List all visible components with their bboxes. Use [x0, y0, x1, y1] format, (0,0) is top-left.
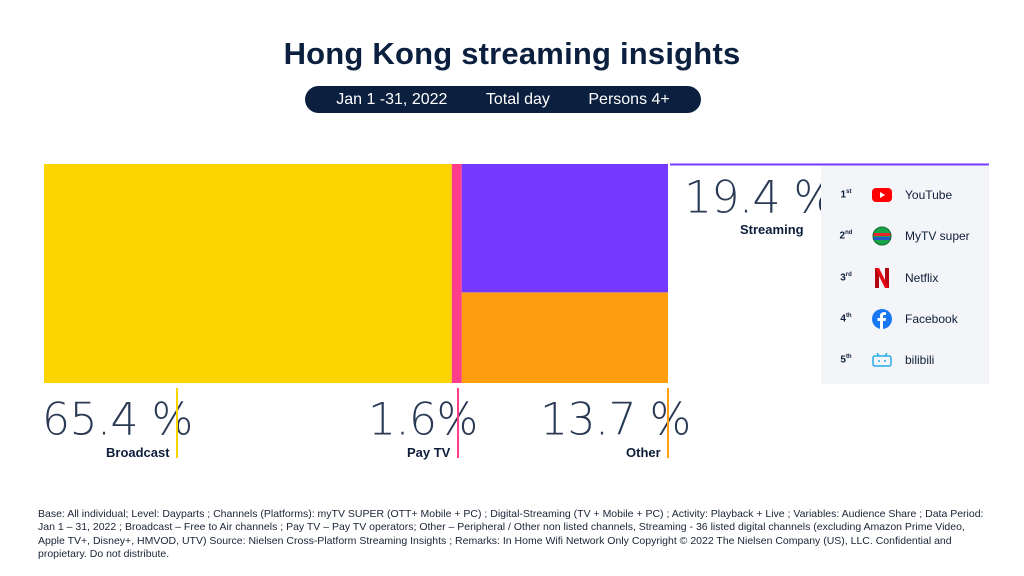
footnote: Base: All individual; Level: Dayparts ; …: [38, 508, 984, 560]
rank-name: YouTube: [905, 188, 953, 202]
bar-streaming: [461, 164, 668, 293]
segment-label-paytv: Pay TV: [407, 445, 451, 460]
facebook-icon: [871, 308, 893, 330]
divider-other: [667, 388, 669, 458]
bar-broadcast: [44, 164, 452, 383]
rank-name: MyTV super: [905, 229, 970, 243]
rank-name: Facebook: [905, 312, 958, 326]
ranking-item: 2nd MyTV super: [821, 225, 989, 247]
value-label-broadcast: 65.4 %: [42, 393, 193, 446]
divider-paytv: [457, 388, 459, 458]
value-label-streaming: 19.4 %: [684, 171, 835, 224]
filter-audience: Persons 4+: [588, 90, 670, 108]
divider-broadcast: [176, 388, 178, 458]
rank-number: 2nd: [839, 230, 853, 242]
page-title: Hong Kong streaming insights: [283, 36, 741, 71]
filter-daypart: Total day: [485, 90, 550, 108]
youtube-icon: [871, 184, 893, 206]
streaming-ranking-panel: 1st YouTube 2nd MyTV super 3rd Netflix 4…: [821, 166, 989, 384]
rank-number: 5th: [840, 354, 852, 366]
ranking-item: 3rd Netflix: [821, 267, 989, 289]
rank-number: 1st: [840, 189, 852, 201]
ranking-item: 5th bilibili: [821, 349, 989, 371]
segment-label-other: Other: [626, 445, 661, 460]
bilibili-icon: [871, 349, 893, 371]
rank-name: bilibili: [905, 353, 935, 367]
rank-number: 3rd: [840, 272, 852, 284]
filter-pill: Jan 1 -31, 2022 Total day Persons 4+: [305, 86, 701, 113]
netflix-icon: [871, 267, 893, 289]
rank-name: Netflix: [905, 271, 939, 285]
bar-other: [461, 292, 668, 383]
value-label-paytv: 1.6%: [368, 393, 478, 446]
filter-period: Jan 1 -31, 2022: [336, 90, 448, 108]
ranking-item: 1st YouTube: [821, 184, 989, 206]
mytv-super-icon: [871, 225, 893, 247]
bar-paytv: [451, 164, 462, 383]
segment-label-broadcast: Broadcast: [106, 445, 170, 460]
segment-label-streaming: Streaming: [740, 222, 804, 237]
ranking-item: 4th Facebook: [821, 308, 989, 330]
rank-number: 4th: [840, 313, 852, 325]
value-label-other: 13.7 %: [540, 393, 691, 446]
